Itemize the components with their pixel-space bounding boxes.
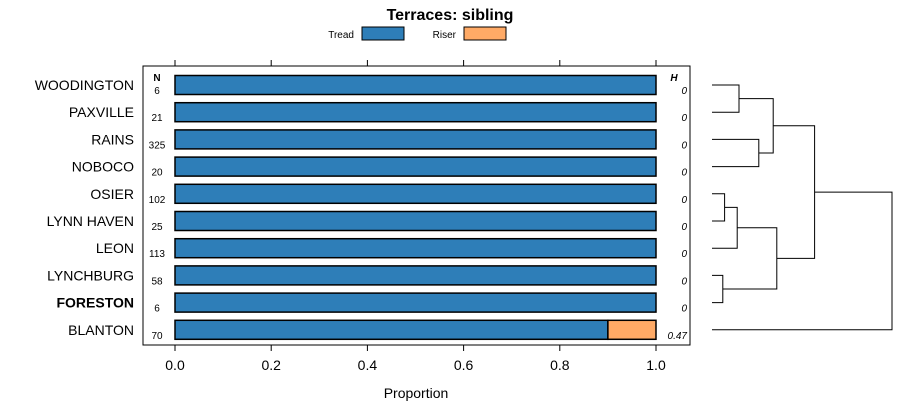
row-n-value: 6 — [154, 304, 160, 315]
row-h-value: 0 — [681, 86, 687, 97]
row-label: LYNN HAVEN — [47, 213, 134, 229]
bar-segment-tread — [174, 319, 609, 341]
row-label: WOODINGTON — [35, 77, 134, 93]
n-column-header: N — [153, 73, 160, 84]
dendrogram-branch — [773, 125, 816, 259]
row-label: NOBOCO — [72, 159, 134, 175]
row-n-value: 58 — [151, 276, 163, 287]
x-tick-label: 0.2 — [261, 357, 281, 373]
h-column-header: H — [670, 73, 678, 84]
chart-title: Terraces: sibling — [387, 7, 514, 24]
row-n-value: 70 — [151, 331, 163, 342]
x-axis: 0.0 0.2 0.4 0.6 0.8 1.0 — [165, 60, 666, 373]
dendrogram-branch — [712, 191, 893, 331]
plot-frame — [142, 65, 691, 346]
bar-segment-tread — [174, 265, 657, 286]
row-n-value: 21 — [151, 113, 163, 124]
row-h-value: 0 — [681, 304, 687, 315]
legend-label-0: Tread — [328, 30, 354, 41]
row-label: PAXVILLE — [69, 104, 134, 120]
bar-segment-tread — [174, 101, 657, 123]
row-h-value: 0 — [681, 140, 687, 151]
legend-label-1: Riser — [433, 30, 457, 41]
row-h-value: 0 — [681, 195, 687, 206]
row-label: LEON — [96, 240, 134, 256]
row-n-value: 6 — [154, 86, 160, 97]
bar-segment-riser — [607, 319, 657, 341]
row-n-value: 20 — [151, 168, 163, 179]
legend-swatch-1 — [463, 26, 507, 41]
legend-swatch-0 — [361, 26, 405, 41]
bar-segment-tread — [174, 129, 657, 150]
bar-segment-tread — [174, 237, 657, 259]
x-tick-label: 1.0 — [646, 357, 666, 373]
row-h-value: 0 — [681, 168, 687, 179]
row-label: RAINS — [91, 131, 134, 147]
row-n-value: 25 — [151, 222, 163, 233]
dendrogram-branch — [722, 227, 778, 290]
row-n-value: 102 — [149, 195, 166, 206]
x-tick-label: 0.8 — [550, 357, 570, 373]
dendrogram-branch — [712, 84, 740, 113]
dendrogram-branch — [712, 193, 726, 222]
x-axis-label: Proportion — [384, 385, 449, 401]
row-n-value: 113 — [149, 249, 165, 260]
row-h-value: 0 — [681, 113, 687, 124]
row-label: OSIER — [90, 186, 134, 202]
bar-segment-tread — [174, 156, 657, 177]
row-h-value: 0 — [681, 276, 687, 287]
rows: WOODINGTON 6 0 PAXVILLE 21 0 RAINS 325 0 NOBOCO 20… — [35, 74, 688, 342]
row-h-value: 0 — [681, 249, 687, 260]
row-label: LYNCHBURG — [47, 267, 134, 283]
dendrogram — [712, 84, 893, 331]
x-tick-label: 0.6 — [454, 357, 474, 373]
x-tick-label: 0.0 — [165, 357, 185, 373]
row-h-value: 0 — [681, 222, 687, 233]
row-h-value: 0.47 — [668, 331, 688, 342]
bar-segment-tread — [174, 183, 657, 205]
bar-segment-tread — [174, 74, 657, 96]
dendrogram-branch — [712, 138, 760, 168]
bar-segment-tread — [174, 292, 657, 313]
dendrogram-branch — [739, 98, 774, 154]
row-n-value: 325 — [149, 140, 166, 151]
x-tick-label: 0.4 — [358, 357, 378, 373]
legend: Tread Riser — [328, 26, 507, 41]
bar-segment-tread — [174, 210, 657, 232]
row-label: BLANTON — [68, 322, 134, 338]
row-label: FORESTON — [56, 295, 134, 311]
dendrogram-branch — [712, 274, 724, 304]
